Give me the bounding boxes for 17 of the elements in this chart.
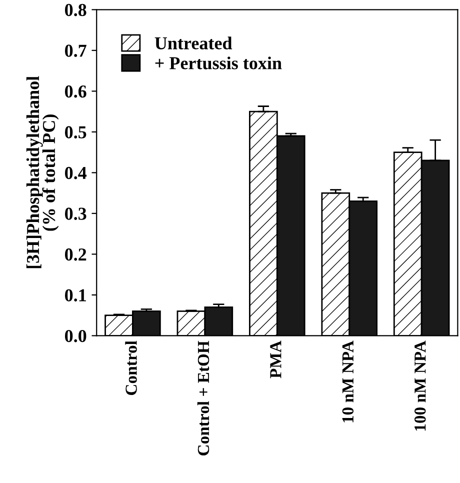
y-axis-title: [3H]Phosphatidylethanol (% of total PC) <box>26 76 59 268</box>
x-tick-label: PMA <box>270 340 282 378</box>
legend-label: + Pertussis toxin <box>155 56 282 70</box>
y-tick-label: 0.3 <box>64 208 86 220</box>
x-tick-label: Control <box>125 340 137 395</box>
x-tick-label: 10 nM NPA <box>342 340 354 422</box>
x-tick-label: Control + EtOH <box>197 340 210 456</box>
text: 0.0 <box>64 330 86 342</box>
y-tick-label: 0.2 <box>64 248 86 261</box>
y-tick-label: 0.8 <box>64 4 86 16</box>
x-tick-label: 100 nM NPA <box>414 340 426 431</box>
y-tick-label: 0.7 <box>64 44 86 57</box>
y-tick-label: 0.5 <box>64 126 86 138</box>
y-tick-label: 0.6 <box>64 85 86 98</box>
y-tick-label: 0.4 <box>64 166 87 180</box>
legend-label: Untreated <box>154 36 232 50</box>
y-tick-label: 0.1 <box>64 289 86 302</box>
